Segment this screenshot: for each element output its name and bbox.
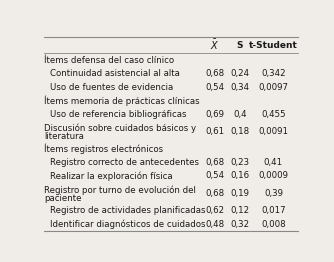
- Text: 0,008: 0,008: [261, 220, 286, 229]
- Text: 0,24: 0,24: [230, 69, 249, 78]
- Text: 0,39: 0,39: [264, 189, 283, 198]
- Text: t-Student: t-Student: [249, 41, 298, 50]
- Text: 0,54: 0,54: [205, 83, 224, 92]
- Text: 0,54: 0,54: [205, 171, 224, 181]
- Text: Realizar la exploración física: Realizar la exploración física: [49, 171, 172, 181]
- Text: Continuidad asistencial al alta: Continuidad asistencial al alta: [49, 69, 179, 78]
- Text: 0,455: 0,455: [261, 110, 286, 118]
- Text: 0,41: 0,41: [264, 158, 283, 167]
- Text: Registro de actividades planificadas: Registro de actividades planificadas: [49, 206, 205, 215]
- Text: Discusión sobre cuidados básicos y: Discusión sobre cuidados básicos y: [44, 124, 196, 133]
- Text: 0,61: 0,61: [205, 127, 224, 136]
- Text: Ítems registros electrónicos: Ítems registros electrónicos: [44, 144, 163, 154]
- Text: 0,19: 0,19: [230, 189, 249, 198]
- Text: literatura: literatura: [44, 133, 84, 141]
- Text: 0,32: 0,32: [230, 220, 249, 229]
- Text: $\bar{X}$: $\bar{X}$: [210, 39, 219, 52]
- Text: 0,0097: 0,0097: [259, 83, 289, 92]
- Text: Registro por turno de evolución del: Registro por turno de evolución del: [44, 186, 196, 195]
- Text: paciente: paciente: [44, 194, 82, 203]
- Text: 0,4: 0,4: [233, 110, 246, 118]
- Text: Uso de fuentes de evidencia: Uso de fuentes de evidencia: [49, 83, 173, 92]
- Text: Uso de referencia bibliográficas: Uso de referencia bibliográficas: [49, 110, 186, 118]
- Text: 0,34: 0,34: [230, 83, 249, 92]
- Text: 0,342: 0,342: [261, 69, 286, 78]
- Text: S: S: [236, 41, 243, 50]
- Text: 0,12: 0,12: [230, 206, 249, 215]
- Text: 0,68: 0,68: [205, 158, 224, 167]
- Text: 0,68: 0,68: [205, 189, 224, 198]
- Text: 0,0009: 0,0009: [259, 171, 289, 181]
- Text: Ítems memoria de prácticas clínicas: Ítems memoria de prácticas clínicas: [44, 95, 200, 106]
- Text: 0,48: 0,48: [205, 220, 224, 229]
- Text: 0,23: 0,23: [230, 158, 249, 167]
- Text: 0,0091: 0,0091: [259, 127, 289, 136]
- Text: 0,18: 0,18: [230, 127, 249, 136]
- Text: 0,017: 0,017: [261, 206, 286, 215]
- Text: Identificar diagnósticos de cuidados: Identificar diagnósticos de cuidados: [49, 220, 205, 229]
- Text: 0,69: 0,69: [205, 110, 224, 118]
- Text: 0,68: 0,68: [205, 69, 224, 78]
- Text: Ítems defensa del caso clínico: Ítems defensa del caso clínico: [44, 56, 174, 65]
- Text: Registro correcto de antecedentes: Registro correcto de antecedentes: [49, 158, 198, 167]
- Text: 0,16: 0,16: [230, 171, 249, 181]
- Text: 0,62: 0,62: [205, 206, 224, 215]
